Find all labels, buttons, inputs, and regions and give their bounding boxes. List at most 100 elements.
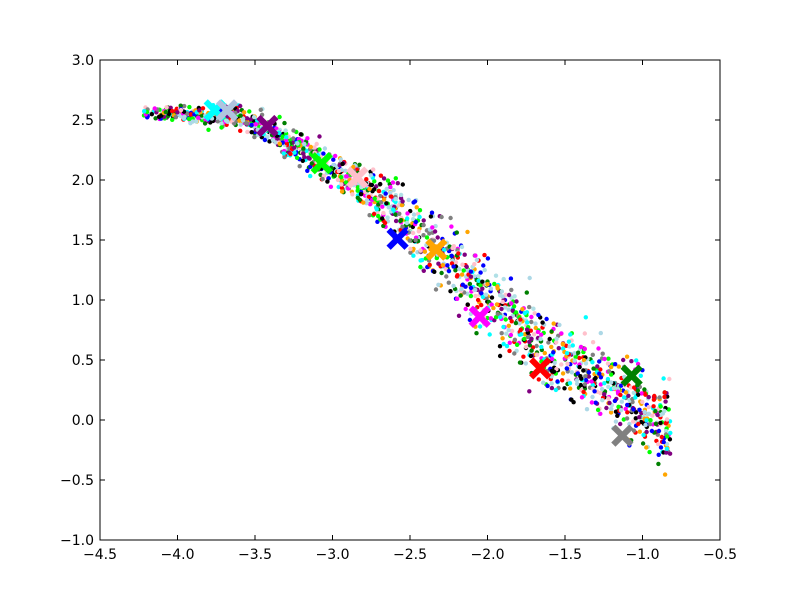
data-point [615, 389, 621, 394]
data-point [436, 282, 441, 287]
centroid-marker [468, 305, 491, 328]
data-point [564, 343, 569, 348]
data-point [665, 434, 670, 439]
data-point [379, 200, 384, 205]
data-point [523, 344, 529, 350]
centroid-marker [620, 364, 643, 387]
data-point [541, 380, 546, 385]
data-point [408, 246, 413, 252]
data-point [500, 299, 505, 305]
data-point [400, 199, 405, 204]
data-point [199, 113, 204, 118]
data-point [519, 332, 524, 337]
data-point [608, 410, 614, 415]
data-point [597, 371, 602, 376]
data-point [589, 379, 594, 384]
data-point [340, 161, 345, 167]
data-point [433, 223, 438, 229]
data-point [650, 413, 655, 418]
data-point [499, 306, 504, 312]
data-point [529, 336, 534, 341]
data-point [398, 192, 404, 198]
data-point [604, 405, 609, 411]
data-point [616, 364, 621, 369]
data-point [441, 247, 447, 253]
data-point [498, 314, 503, 320]
data-point [656, 428, 662, 434]
data-point [186, 116, 192, 122]
data-point [583, 374, 588, 379]
data-point [609, 372, 614, 377]
data-point [475, 297, 481, 303]
data-point [512, 337, 518, 342]
data-point [525, 320, 530, 325]
data-point [408, 250, 413, 255]
data-point [501, 276, 506, 282]
centroid-marker [425, 238, 448, 261]
data-point [429, 210, 435, 215]
data-point [664, 446, 670, 451]
data-point [389, 194, 394, 199]
data-point [170, 108, 175, 114]
data-point [405, 211, 410, 216]
data-point [572, 351, 577, 356]
data-point [187, 104, 192, 110]
data-point [355, 188, 360, 193]
data-point [640, 441, 646, 446]
data-point [627, 421, 632, 427]
data-point [251, 115, 257, 120]
data-point [646, 411, 652, 416]
data-point [508, 276, 514, 281]
data-point [249, 122, 254, 128]
data-point [606, 356, 611, 361]
data-point [351, 164, 356, 170]
data-point [196, 115, 201, 120]
data-point [376, 213, 381, 219]
data-point [518, 317, 523, 322]
x-tick-label: −1.0 [626, 547, 660, 563]
data-point [656, 461, 661, 467]
data-point [479, 302, 484, 308]
data-point [642, 387, 647, 392]
data-point [555, 379, 560, 384]
data-point [631, 428, 637, 433]
data-point [382, 220, 388, 226]
data-point [664, 417, 670, 422]
data-point [532, 311, 537, 316]
data-point [625, 410, 630, 415]
data-point [559, 331, 564, 336]
data-point [331, 157, 336, 162]
data-point [467, 317, 473, 323]
data-point [240, 118, 246, 123]
data-point [533, 321, 538, 326]
data-point [531, 306, 536, 311]
data-point [540, 320, 545, 325]
data-point [322, 146, 328, 151]
data-point [524, 290, 529, 295]
data-point [200, 106, 206, 111]
data-point [188, 112, 194, 117]
data-point [547, 336, 552, 342]
data-point [554, 340, 559, 345]
data-point [173, 115, 179, 120]
data-point [631, 390, 636, 395]
data-point [374, 207, 379, 212]
data-point [190, 119, 195, 124]
data-point [549, 344, 554, 350]
data-point [153, 116, 158, 121]
data-point [535, 352, 540, 357]
data-point [606, 369, 612, 374]
data-point [506, 292, 512, 298]
data-point [291, 128, 296, 133]
data-point [568, 386, 573, 391]
centroid-marker [310, 152, 333, 175]
data-point [421, 268, 426, 273]
data-point [497, 353, 503, 359]
data-point [551, 350, 556, 355]
data-point [451, 264, 456, 269]
data-point [575, 371, 580, 376]
x-tick-label: −2.0 [471, 547, 505, 563]
data-point [595, 364, 600, 369]
data-point [549, 385, 555, 391]
data-point [474, 331, 479, 336]
